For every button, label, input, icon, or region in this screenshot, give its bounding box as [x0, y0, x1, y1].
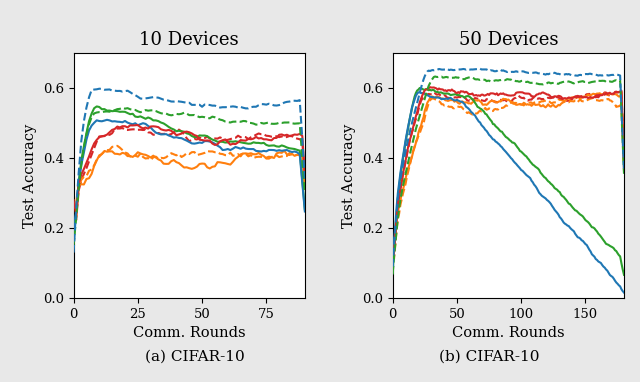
X-axis label: Comm. Rounds: Comm. Rounds [133, 326, 246, 340]
X-axis label: Comm. Rounds: Comm. Rounds [452, 326, 564, 340]
Title: 50 Devices: 50 Devices [459, 31, 558, 49]
Text: (a) CIFAR-10: (a) CIFAR-10 [145, 350, 245, 364]
Text: (b) CIFAR-10: (b) CIFAR-10 [439, 350, 540, 364]
Title: 10 Devices: 10 Devices [140, 31, 239, 49]
Y-axis label: Test Accuracy: Test Accuracy [23, 124, 37, 228]
Y-axis label: Test Accuracy: Test Accuracy [342, 124, 356, 228]
